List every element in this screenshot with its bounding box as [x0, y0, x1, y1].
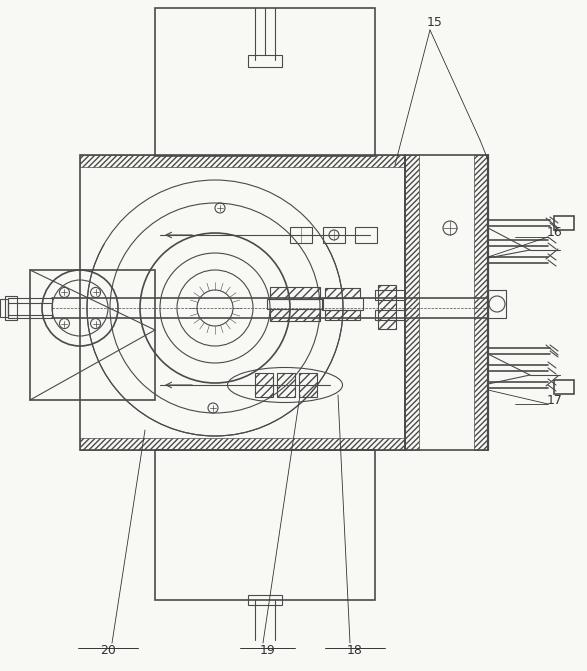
Bar [405, 155, 488, 450]
Bar [375, 290, 405, 300]
Bar [0, 299, 8, 317]
Bar [30, 270, 155, 400]
Text: 15: 15 [427, 15, 443, 28]
Bar [488, 290, 506, 318]
Text: 18: 18 [347, 643, 363, 656]
Text: 16: 16 [547, 227, 563, 240]
Bar [155, 8, 375, 156]
Bar [80, 155, 405, 450]
Bar [375, 310, 405, 320]
Bar [554, 216, 574, 230]
Bar [248, 595, 282, 605]
Text: 17: 17 [547, 393, 563, 407]
Text: 19: 19 [260, 643, 276, 656]
Bar [355, 227, 377, 243]
Bar [155, 450, 375, 600]
Bar [5, 296, 17, 320]
Bar [270, 287, 320, 299]
Bar [267, 299, 323, 309]
Bar [378, 285, 396, 329]
Bar [80, 438, 405, 450]
Bar [554, 380, 574, 394]
Bar [290, 227, 312, 243]
Bar [80, 155, 405, 167]
Bar [474, 155, 488, 450]
Bar [8, 298, 52, 318]
Bar [325, 288, 360, 298]
Bar [277, 373, 295, 397]
Bar [325, 310, 360, 320]
Bar [299, 373, 317, 397]
Bar [323, 227, 345, 243]
Bar [405, 155, 419, 450]
Bar [255, 373, 273, 397]
Bar [270, 309, 320, 321]
Bar [248, 55, 282, 67]
Bar [322, 298, 363, 310]
Text: 20: 20 [100, 643, 116, 656]
